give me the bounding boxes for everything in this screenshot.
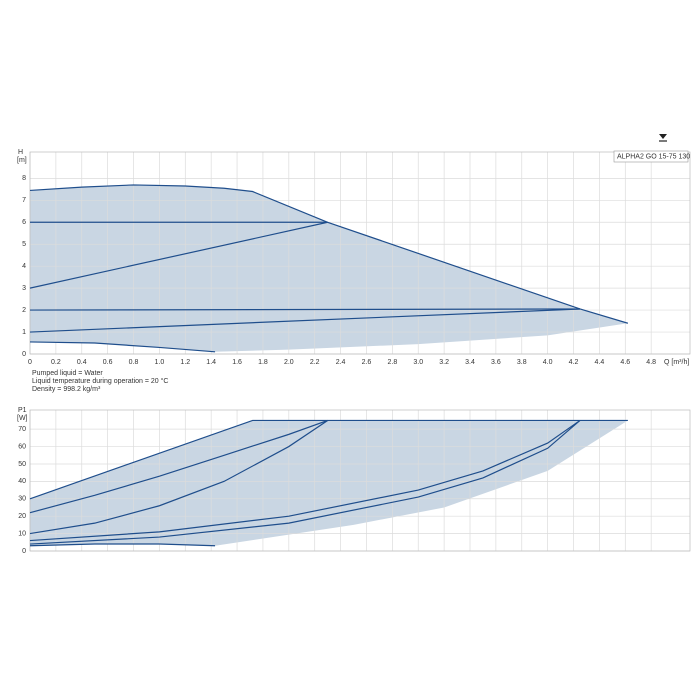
- y-tick-label: 70: [18, 426, 26, 433]
- y-axis-unit: [m]: [17, 157, 27, 164]
- x-tick-label: 3.8: [517, 359, 527, 366]
- curve: [29, 184, 629, 324]
- curve: [29, 419, 628, 500]
- y-tick-label: 0: [22, 548, 26, 555]
- y-tick-label: 40: [18, 478, 26, 485]
- y-tick-label: 30: [18, 496, 26, 503]
- x-tick-label: 1.0: [155, 359, 165, 366]
- y-tick-label: 4: [22, 263, 26, 270]
- x-tick-label: 4.8: [646, 359, 656, 366]
- curve: [29, 341, 216, 353]
- x-tick-label: 0.8: [129, 359, 139, 366]
- note: Density = 998.2 kg/m³: [32, 386, 101, 393]
- x-tick-label: 0: [28, 359, 32, 366]
- download-arrow[interactable]: [659, 134, 667, 139]
- note: Liquid temperature during operation = 20…: [32, 377, 168, 385]
- x-tick-label: 1.2: [180, 359, 190, 366]
- legend-box: [613, 150, 689, 163]
- x-tick-label: 3.4: [465, 359, 475, 366]
- x-tick-label: 0.4: [77, 359, 87, 366]
- x-tick-label: 4.2: [569, 359, 579, 366]
- x-tick-label: 3.6: [491, 359, 501, 366]
- x-tick-label: 2.8: [387, 359, 397, 366]
- y-tick-label: 6: [22, 219, 26, 226]
- curve: [29, 419, 328, 514]
- y-tick-label: 2: [22, 307, 26, 314]
- x-tick-label: 4.6: [620, 359, 630, 366]
- y-tick-label: 1: [22, 329, 26, 336]
- legend-label: ALPHA2 GO 15-75 130: [617, 153, 690, 160]
- y-tick-label: 0: [22, 351, 26, 358]
- y-axis-label: H: [18, 149, 23, 156]
- x-tick-label: 1.6: [232, 359, 242, 366]
- y-tick-label: 20: [18, 513, 26, 520]
- plot-frame: [29, 151, 691, 355]
- x-tick-label: 1.8: [258, 359, 268, 366]
- curve: [29, 221, 328, 289]
- x-tick-label: 4.4: [595, 359, 605, 366]
- plot-frame: [29, 409, 691, 552]
- curve: [29, 419, 581, 542]
- curve: [29, 308, 581, 311]
- x-tick-label: 0.2: [51, 359, 61, 366]
- x-tick-label: 3.2: [439, 359, 449, 366]
- x-tick-label: 2.4: [336, 359, 346, 366]
- y-tick-label: 5: [22, 241, 26, 248]
- download-icon[interactable]: [659, 134, 667, 142]
- x-axis-label: Q [m³/h]: [664, 359, 689, 366]
- x-tick-label: 4.0: [543, 359, 553, 366]
- note: Pumped liquid = Water: [32, 370, 103, 377]
- y-tick-label: 60: [18, 443, 26, 450]
- y-tick-label: 50: [18, 461, 26, 468]
- curve: [29, 419, 581, 545]
- x-tick-label: 1.4: [206, 359, 216, 366]
- y-tick-label: 7: [22, 197, 26, 204]
- y-tick-label: 8: [22, 175, 26, 182]
- y-axis-label: P1: [18, 407, 27, 414]
- y-tick-label: 3: [22, 285, 26, 292]
- x-tick-label: 3.0: [413, 359, 423, 366]
- x-tick-label: 0.6: [103, 359, 113, 366]
- curve: [29, 543, 216, 547]
- x-tick-label: 2.2: [310, 359, 320, 366]
- x-tick-label: 2.0: [284, 359, 294, 366]
- curve: [29, 308, 581, 333]
- y-tick-label: 10: [18, 530, 26, 537]
- operating-region: [30, 420, 628, 546]
- y-axis-unit: [W]: [17, 415, 28, 422]
- curve: [29, 419, 328, 535]
- x-tick-label: 2.6: [362, 359, 372, 366]
